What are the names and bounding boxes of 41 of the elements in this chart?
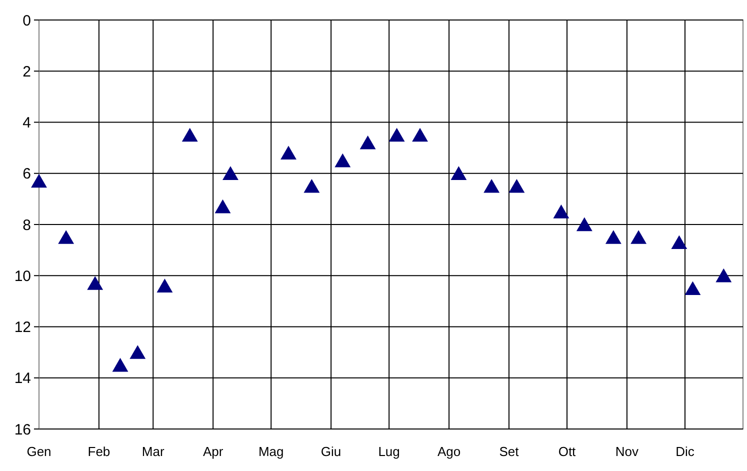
y-tick-label: 2	[22, 63, 31, 80]
x-tick-label: Set	[499, 444, 520, 459]
point	[716, 268, 732, 282]
x-tick-label: Apr	[202, 444, 224, 459]
point	[156, 278, 173, 292]
x-tick-label: Ago	[437, 444, 461, 459]
point	[222, 166, 238, 180]
point	[576, 217, 592, 232]
point	[553, 204, 570, 218]
x-tick-label: Ott	[558, 444, 576, 459]
point	[630, 230, 647, 244]
point	[182, 128, 198, 142]
point	[334, 153, 351, 168]
x-tick-label: Giu	[320, 444, 342, 459]
x-tick-label: Mag	[258, 444, 284, 459]
point	[280, 146, 296, 160]
y-tick-label: 14	[14, 370, 31, 388]
y-tick-label: 6	[22, 166, 31, 183]
y-tick-label: 0	[22, 12, 31, 30]
y-tick-label: 8	[22, 216, 31, 234]
x-tick-label: Feb	[88, 444, 110, 459]
point	[360, 136, 376, 150]
point	[388, 128, 405, 142]
point	[671, 235, 688, 249]
point	[412, 128, 428, 142]
point	[605, 230, 622, 244]
x-tick-label: Lug	[378, 444, 400, 459]
point	[684, 281, 701, 296]
point	[450, 166, 467, 180]
point	[484, 178, 500, 193]
point	[304, 178, 320, 193]
y-tick-label: 10	[14, 268, 31, 285]
y-tick-label: 4	[22, 114, 31, 132]
point	[508, 178, 525, 193]
y-tick-label: 16	[14, 421, 31, 438]
point	[214, 199, 231, 214]
x-tick-label: Gen	[26, 444, 52, 459]
y-tick-label: 12	[14, 319, 31, 336]
x-tick-label: Dic	[676, 444, 695, 459]
x-tick-label: Nov	[615, 444, 640, 459]
x-tick-label: Mar	[142, 444, 165, 459]
